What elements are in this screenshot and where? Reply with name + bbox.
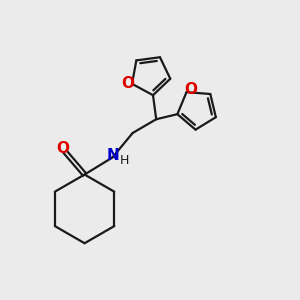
- Text: N: N: [107, 148, 120, 164]
- Text: O: O: [122, 76, 135, 91]
- Text: O: O: [184, 82, 197, 97]
- Text: O: O: [56, 141, 69, 156]
- Text: H: H: [120, 154, 130, 166]
